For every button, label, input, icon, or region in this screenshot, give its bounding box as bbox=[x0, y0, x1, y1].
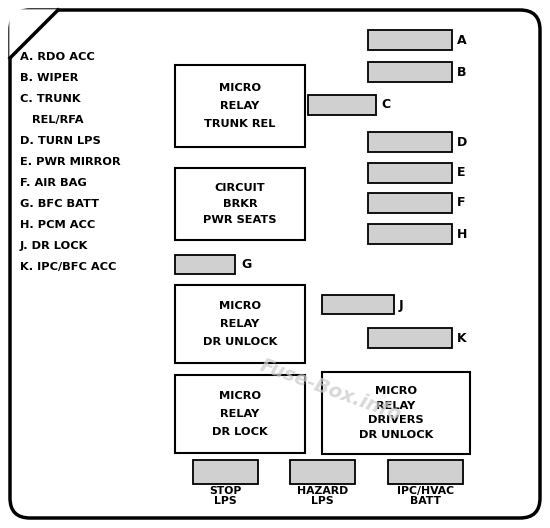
Bar bbox=[175, 255, 235, 274]
Text: RELAY: RELAY bbox=[221, 409, 260, 419]
Bar bbox=[322, 372, 470, 454]
Bar bbox=[175, 285, 305, 363]
Text: E. PWR MIRROR: E. PWR MIRROR bbox=[20, 157, 120, 167]
Bar bbox=[175, 375, 305, 453]
Bar bbox=[368, 224, 452, 244]
Text: MICRO: MICRO bbox=[219, 391, 261, 401]
Text: IPC/HVAC: IPC/HVAC bbox=[397, 486, 454, 496]
Text: DR UNLOCK: DR UNLOCK bbox=[359, 430, 433, 440]
Text: G: G bbox=[241, 259, 251, 271]
Text: B: B bbox=[457, 65, 466, 79]
Text: PWR SEATS: PWR SEATS bbox=[204, 215, 277, 225]
Text: DRIVERS: DRIVERS bbox=[368, 416, 424, 426]
Text: H. PCM ACC: H. PCM ACC bbox=[20, 220, 95, 230]
Text: MICRO: MICRO bbox=[219, 301, 261, 312]
Text: MICRO: MICRO bbox=[219, 82, 261, 92]
Text: DR LOCK: DR LOCK bbox=[212, 427, 268, 437]
Text: G. BFC BATT: G. BFC BATT bbox=[20, 199, 99, 209]
Text: STOP: STOP bbox=[210, 486, 241, 496]
Bar bbox=[322, 295, 394, 314]
Text: DR UNLOCK: DR UNLOCK bbox=[203, 336, 277, 346]
Text: D: D bbox=[457, 136, 467, 148]
Text: D. TURN LPS: D. TURN LPS bbox=[20, 136, 101, 146]
Text: J. DR LOCK: J. DR LOCK bbox=[20, 241, 89, 251]
Text: HAZARD: HAZARD bbox=[297, 486, 348, 496]
Bar bbox=[290, 460, 355, 484]
Text: RELAY: RELAY bbox=[221, 101, 260, 111]
Bar bbox=[175, 168, 305, 240]
Text: J: J bbox=[399, 298, 404, 312]
Text: CIRCUIT: CIRCUIT bbox=[214, 183, 265, 193]
Text: B. WIPER: B. WIPER bbox=[20, 73, 78, 83]
Text: H: H bbox=[457, 228, 467, 240]
Bar bbox=[193, 460, 258, 484]
Text: TRUNK REL: TRUNK REL bbox=[204, 119, 276, 129]
Text: F. AIR BAG: F. AIR BAG bbox=[20, 178, 87, 188]
Text: RELAY: RELAY bbox=[376, 401, 416, 411]
Bar bbox=[368, 193, 452, 213]
Bar bbox=[368, 163, 452, 183]
Text: K: K bbox=[457, 332, 466, 344]
Bar bbox=[388, 460, 463, 484]
Text: A: A bbox=[457, 33, 466, 46]
Bar bbox=[368, 328, 452, 348]
Bar bbox=[368, 62, 452, 82]
Text: REL/RFA: REL/RFA bbox=[20, 115, 84, 125]
Text: E: E bbox=[457, 166, 465, 180]
Bar bbox=[308, 95, 376, 115]
Text: C: C bbox=[381, 99, 390, 111]
Text: RELAY: RELAY bbox=[221, 319, 260, 329]
Bar bbox=[368, 30, 452, 50]
Text: C. TRUNK: C. TRUNK bbox=[20, 94, 81, 104]
Bar bbox=[175, 65, 305, 147]
Text: BRKR: BRKR bbox=[223, 199, 257, 209]
Text: BATT: BATT bbox=[410, 496, 441, 506]
Text: LPS: LPS bbox=[311, 496, 334, 506]
Polygon shape bbox=[10, 10, 58, 58]
Bar bbox=[368, 132, 452, 152]
Text: LPS: LPS bbox=[214, 496, 237, 506]
Text: A. RDO ACC: A. RDO ACC bbox=[20, 52, 95, 62]
Text: MICRO: MICRO bbox=[375, 386, 417, 396]
Text: K. IPC/BFC ACC: K. IPC/BFC ACC bbox=[20, 262, 117, 272]
FancyBboxPatch shape bbox=[10, 10, 540, 518]
Text: F: F bbox=[457, 196, 465, 210]
Text: Fuse-Box.info: Fuse-Box.info bbox=[257, 355, 403, 425]
